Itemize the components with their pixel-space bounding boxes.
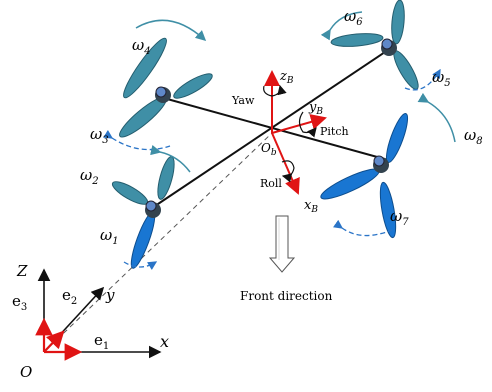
roll-label: Roll — [260, 177, 282, 190]
y-axis-label: y — [105, 286, 115, 304]
omega-8-label: ω8 — [464, 126, 483, 147]
rotor-6 — [330, 0, 419, 90]
z-body-label: zB — [279, 69, 294, 86]
Z-axis-label: Z — [16, 262, 28, 280]
frame-arms — [151, 49, 389, 209]
y-body-label: yB — [308, 100, 323, 117]
x-axis-label: x — [160, 332, 169, 351]
front-direction-arrow — [268, 215, 296, 273]
omega-3-label: ω3 — [90, 125, 109, 146]
e3-label: e3 — [12, 292, 27, 313]
e1-label: e1 — [94, 331, 109, 352]
origin-label: O — [20, 363, 32, 381]
omega-5-label: ω5 — [432, 68, 451, 89]
rotation-arrows — [102, 11, 456, 270]
rotor-2 — [111, 156, 175, 269]
inertial-axes — [35, 268, 162, 361]
front-direction-label: Front direction — [240, 289, 333, 303]
omega-4-label: ω4 — [132, 36, 151, 57]
omega-7-label: ω7 — [390, 207, 409, 228]
position-vector-dashed — [43, 132, 273, 353]
rotor-4 — [119, 37, 213, 138]
omega-6-label: ω6 — [344, 7, 363, 28]
body-axes — [263, 70, 327, 195]
e2-label: e2 — [62, 286, 77, 307]
omega-1-label: ω1 — [100, 226, 119, 247]
rotor-8 — [320, 112, 409, 239]
x-body-label: xB — [304, 198, 318, 215]
body-origin-label: Ob — [261, 141, 277, 158]
omega-2-label: ω2 — [80, 166, 99, 187]
pitch-label: Pitch — [320, 125, 349, 138]
yaw-label: Yaw — [231, 94, 255, 107]
